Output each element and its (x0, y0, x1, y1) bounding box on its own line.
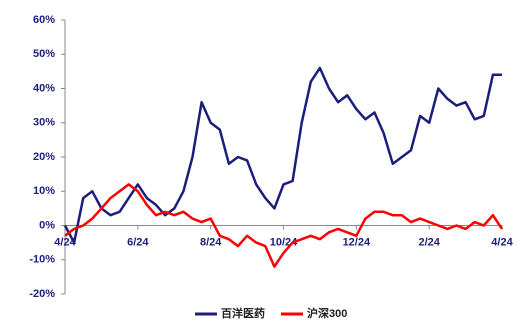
line-series (63, 66, 502, 244)
x-tick-label: 6/24 (127, 236, 149, 248)
legend: 百洋医药 沪深300 (195, 306, 347, 320)
x-tick-label: 12/24 (343, 236, 371, 248)
legend-label: 百洋医药 (221, 306, 265, 320)
legend-label: 沪深300 (307, 306, 347, 320)
y-tick-label: 20% (33, 151, 55, 163)
y-tick-label: 10% (33, 185, 55, 197)
y-tick-label: 50% (33, 48, 55, 60)
x-tick-label: 2/24 (418, 236, 440, 248)
x-tick-label: 4/24 (491, 236, 513, 248)
line-series (64, 183, 504, 268)
y-tick-label: -10% (29, 254, 55, 266)
y-tick-label: 40% (33, 82, 55, 94)
y-tick-label: -20% (29, 288, 55, 300)
y-tick-label: 0% (39, 219, 55, 231)
y-tick-label: 60% (33, 14, 55, 26)
x-tick-label: 8/24 (200, 236, 222, 248)
y-tick-label: 30% (33, 117, 55, 129)
